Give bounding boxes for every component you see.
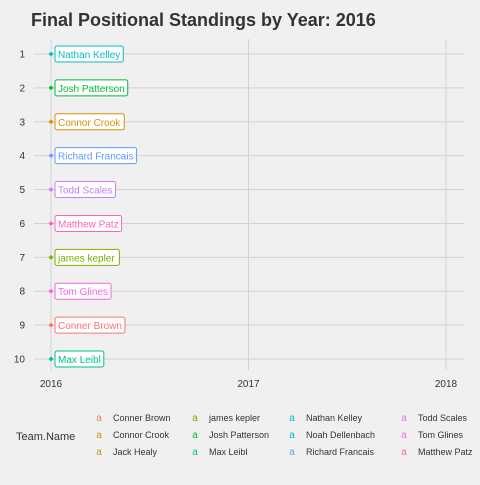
y-tick-label: 5 [19, 185, 25, 196]
x-tick-label: 2018 [435, 379, 458, 390]
x-tick-label: 2016 [40, 379, 63, 390]
data-label: Josh Patterson [58, 84, 125, 95]
y-tick-label: 3 [19, 117, 25, 128]
legend-key-glyph: a [192, 413, 198, 424]
legend-entry-label: Nathan Kelley [306, 413, 363, 423]
legend-key-glyph: a [96, 430, 102, 441]
data-label-box [54, 248, 120, 266]
data-point [48, 254, 54, 260]
legend-entry-label: Matthew Patz [418, 447, 473, 457]
data-point [48, 220, 54, 226]
data-label: Todd Scales [58, 186, 112, 197]
data-point [48, 288, 54, 294]
legend-entry-label: Todd Scales [418, 413, 468, 423]
legend-entry-label: james kepler [208, 413, 260, 423]
data-label: Max Leibl [58, 355, 101, 366]
data-point [48, 322, 54, 328]
legend-key-glyph: a [401, 430, 407, 441]
data-label-box [54, 350, 105, 368]
legend-entry-label: Tom Glines [418, 430, 464, 440]
data-label-box [54, 214, 123, 232]
y-tick-label: 10 [14, 355, 26, 366]
legend-entry-label: Max Leibl [209, 447, 248, 457]
legend-key-glyph: a [401, 413, 407, 424]
legend-key-glyph: a [192, 447, 198, 458]
legend-entry-label: Noah Dellenbach [306, 430, 375, 440]
data-label: Tom Glines [58, 287, 108, 298]
legend-entry-label: Conner Brown [113, 413, 171, 423]
data-point [48, 85, 54, 91]
y-tick-label: 4 [19, 151, 25, 162]
data-point [48, 119, 54, 125]
legend-entry-label: Jack Healy [113, 447, 158, 457]
y-tick-label: 1 [19, 50, 25, 61]
data-label-box [54, 316, 126, 334]
legend-entry-label: Josh Patterson [209, 430, 269, 440]
chart-title: Final Positional Standings by Year: 2016 [31, 10, 376, 30]
data-label-box [54, 181, 116, 199]
legend-key-glyph: a [289, 413, 295, 424]
y-tick-label: 6 [19, 219, 25, 230]
y-tick-label: 2 [19, 83, 25, 94]
legend-key-glyph: a [289, 447, 295, 458]
data-label: james kepler [57, 253, 115, 264]
data-label-box [54, 113, 125, 131]
data-point [48, 187, 54, 193]
legend-key-glyph: a [192, 430, 198, 441]
x-tick-label: 2017 [237, 379, 260, 390]
data-point [48, 356, 54, 362]
y-tick-label: 9 [19, 321, 25, 332]
data-label: Richard Francais [58, 152, 134, 163]
data-label: Connor Crook [58, 118, 121, 129]
data-label-box [54, 79, 129, 97]
legend-key-glyph: a [96, 447, 102, 458]
data-label: Matthew Patz [58, 219, 119, 230]
legend-key-glyph: a [96, 413, 102, 424]
legend-title: Team.Name [16, 431, 75, 443]
data-label-box [54, 45, 124, 63]
data-label-box [54, 282, 112, 300]
legend-entry-label: Richard Francais [306, 447, 375, 457]
legend-entry-label: Connor Crook [113, 430, 170, 440]
legend-key-glyph: a [289, 430, 295, 441]
data-point [48, 153, 54, 159]
data-point [48, 51, 54, 57]
data-label-box [54, 147, 138, 165]
legend-key-glyph: a [401, 447, 407, 458]
y-tick-label: 7 [19, 253, 25, 264]
y-tick-label: 8 [19, 287, 25, 298]
data-label: Conner Brown [58, 321, 122, 332]
data-label: Nathan Kelley [58, 50, 120, 61]
